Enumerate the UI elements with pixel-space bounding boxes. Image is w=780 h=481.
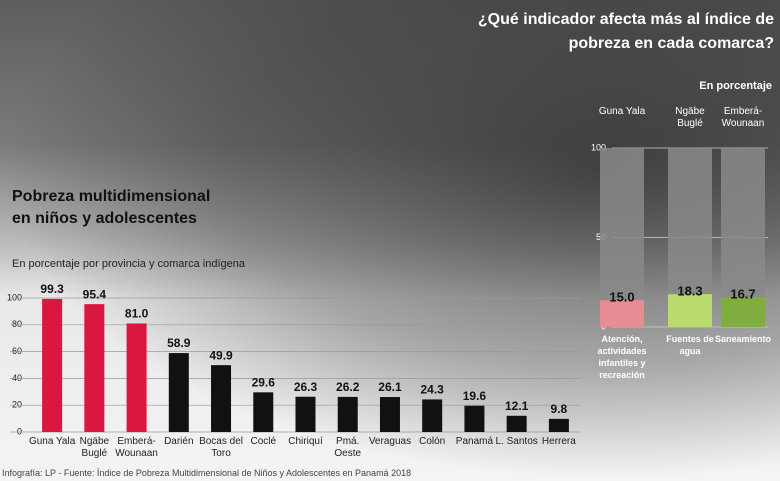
bar xyxy=(84,304,105,432)
x-tick-label: Ngäbe Buglé xyxy=(675,106,705,129)
bar xyxy=(506,415,527,432)
chart-title: Pobreza multidimensional en niños y adol… xyxy=(12,188,211,227)
value-label: 12.1 xyxy=(505,399,529,413)
bar xyxy=(168,353,189,432)
value-label: 99.3 xyxy=(40,282,64,296)
bar xyxy=(422,399,443,432)
indicator-label: Fuentes de agua xyxy=(666,334,714,356)
x-tick-label: Emberá-Wounaan xyxy=(115,436,158,459)
bar xyxy=(379,397,400,432)
value-label: 58.9 xyxy=(167,336,191,350)
bar xyxy=(600,300,644,327)
bar xyxy=(464,405,485,432)
bar-track xyxy=(600,148,644,327)
bar xyxy=(721,297,765,327)
value-label: 95.4 xyxy=(83,287,107,301)
x-tick-label: Colón xyxy=(419,436,446,447)
y-tick-label: 80 xyxy=(12,319,22,329)
bar xyxy=(253,392,274,432)
bar xyxy=(668,294,712,327)
indicator-label: Atención, actividades infantiles y recre… xyxy=(597,334,647,380)
y-tick-label: 0 xyxy=(17,426,22,436)
value-label: 18.3 xyxy=(677,284,702,299)
y-tick-label: 60 xyxy=(12,346,22,356)
x-tick-label: Veraguas xyxy=(368,436,412,447)
chart-subtitle: En porcentaje xyxy=(699,80,772,92)
value-label: 24.3 xyxy=(421,383,445,397)
x-tick-label: L. Santos xyxy=(495,436,538,447)
value-label: 49.9 xyxy=(209,348,233,362)
indicator-label: Saneamiento xyxy=(714,334,772,344)
bar xyxy=(211,365,232,432)
y-tick-label: 40 xyxy=(12,373,22,383)
value-label: 15.0 xyxy=(609,290,634,305)
x-tick-label: Darién xyxy=(164,436,194,447)
x-tick-label: Chiriquí xyxy=(288,436,323,447)
y-tick-label: 20 xyxy=(12,400,22,410)
y-tick-label: 100 xyxy=(7,292,22,302)
x-tick-label: Guna Yala xyxy=(598,106,646,117)
y-tick-label: 100 xyxy=(591,142,606,152)
source-note: Infografía: LP - Fuente: Índice de Pobre… xyxy=(2,468,412,478)
value-label: 26.1 xyxy=(378,380,402,394)
chart-title: ¿Qué indicador afecta más al índice de p… xyxy=(477,11,774,52)
x-tick-label: Herrera xyxy=(541,436,576,447)
x-tick-label: Coclé xyxy=(250,436,277,447)
bar xyxy=(42,298,63,432)
value-label: 26.2 xyxy=(336,380,360,394)
x-tick-label: Ngäbe Buglé xyxy=(79,436,110,459)
chart-subtitle: En porcentaje por provincia y comarca in… xyxy=(12,258,245,270)
value-label: 26.3 xyxy=(294,380,318,394)
x-tick-label: Panamá xyxy=(455,436,494,447)
bar xyxy=(548,418,569,432)
value-label: 16.7 xyxy=(730,287,755,302)
value-label: 9.8 xyxy=(551,402,568,416)
x-tick-label: Emberá-Wounaan xyxy=(721,106,765,129)
value-label: 19.6 xyxy=(463,389,487,403)
bar xyxy=(126,323,147,432)
x-tick-label: Bocas del Toro xyxy=(199,436,243,459)
value-label: 81.0 xyxy=(125,307,149,321)
bar xyxy=(337,396,358,432)
x-tick-label: Guna Yala xyxy=(28,436,76,447)
value-label: 29.6 xyxy=(252,376,276,390)
x-tick-label: Pmá. Oeste xyxy=(334,436,362,459)
bar xyxy=(295,396,316,432)
